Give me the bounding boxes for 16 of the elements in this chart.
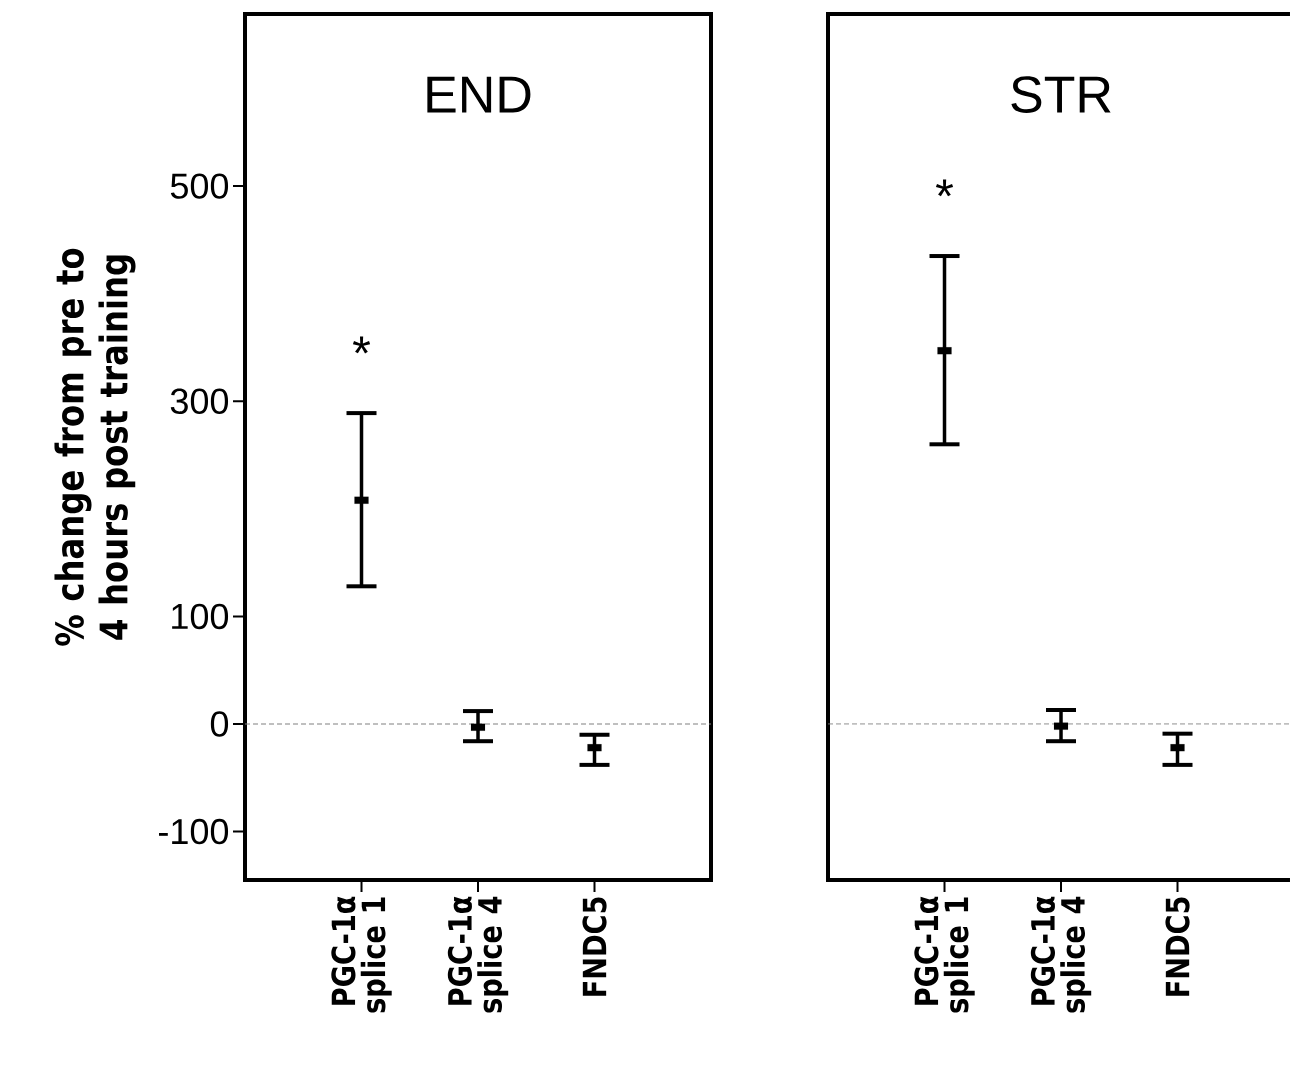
y-axis-title: % change from pre to 4 hours post training [54,248,136,646]
x-tick-label: PGC-1α splice 4 [1030,896,1092,1013]
x-tick-label: PGC-1α splice 4 [447,896,509,1013]
y-tick-label: 100 [172,603,229,630]
x-tick-label: FNDC5 [582,897,607,996]
y-tick-label: -100 [159,818,229,845]
y-tick-label: 500 [170,173,229,199]
y-tick-label: 300 [170,388,229,414]
x-tick-label: PGC-1α splice 1 [914,896,975,1013]
x-tick-label: PGC-1α splice 1 [331,896,392,1013]
y-tick-label: 0 [210,711,229,737]
text: END [427,76,531,113]
text: STR [1011,76,1111,113]
annotation: * [935,179,954,197]
x-tick-label: FNDC5 [1165,897,1190,996]
annotation: * [352,336,371,354]
